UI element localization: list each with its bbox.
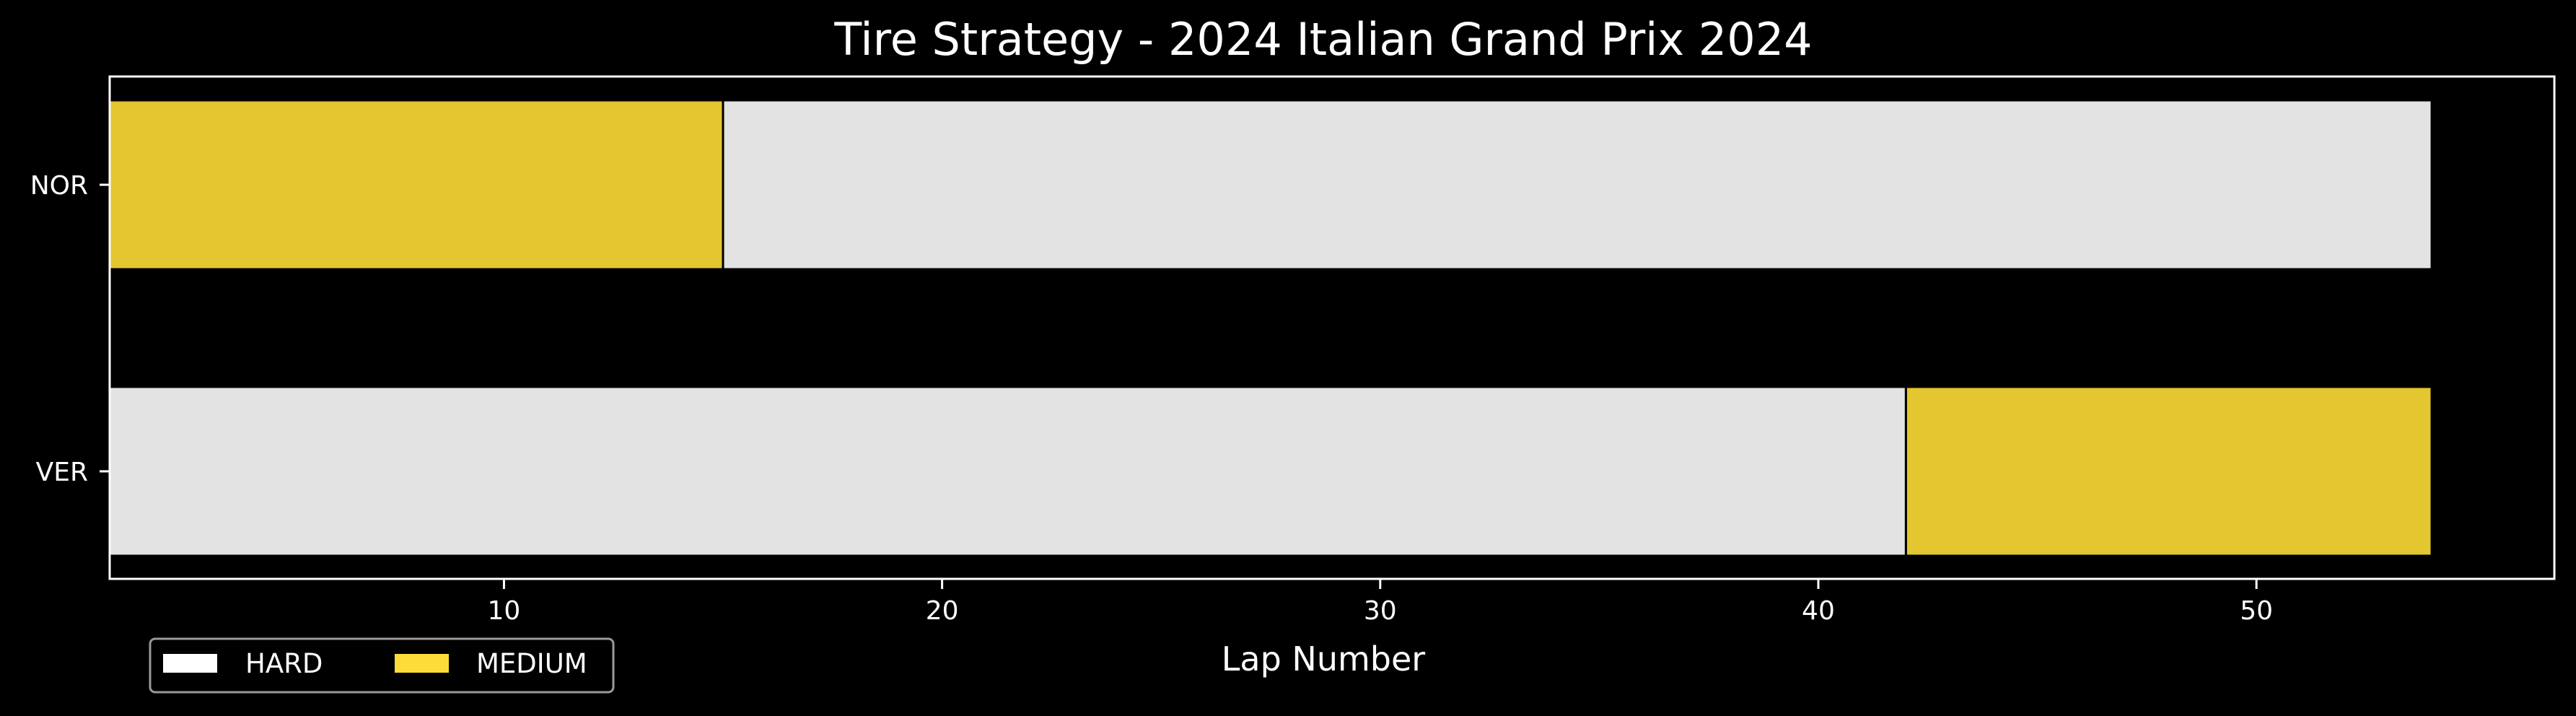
legend: HARD MEDIUM bbox=[149, 637, 615, 694]
stint-bar-nor-hard bbox=[722, 99, 2433, 271]
legend-label-hard: HARD bbox=[245, 648, 323, 679]
stint-bars bbox=[108, 99, 2433, 557]
stint-bar-ver-medium bbox=[1904, 385, 2433, 557]
legend-swatch-hard bbox=[163, 654, 217, 673]
chart-title: Tire Strategy - 2024 Italian Grand Prix … bbox=[833, 13, 1812, 66]
y-axis-ticks: NOR VER bbox=[30, 171, 110, 487]
y-tick-label: VER bbox=[36, 458, 88, 487]
x-tick-label: 30 bbox=[1364, 596, 1397, 626]
x-axis-ticks: 10 20 30 40 50 bbox=[488, 579, 2273, 626]
x-tick-label: 10 bbox=[488, 596, 521, 626]
x-axis-label: Lap Number bbox=[1222, 639, 1426, 678]
stint-bar-ver-hard bbox=[108, 385, 1907, 557]
y-tick-label: NOR bbox=[30, 171, 88, 201]
x-tick-label: 40 bbox=[1802, 596, 1835, 626]
legend-label-medium: MEDIUM bbox=[476, 648, 587, 679]
legend-frame bbox=[149, 637, 615, 694]
stint-bar-nor-medium bbox=[108, 99, 724, 271]
legend-swatch-medium bbox=[395, 654, 449, 673]
x-tick-label: 20 bbox=[926, 596, 959, 626]
x-tick-label: 50 bbox=[2240, 596, 2273, 626]
plot-frame bbox=[108, 75, 2556, 580]
